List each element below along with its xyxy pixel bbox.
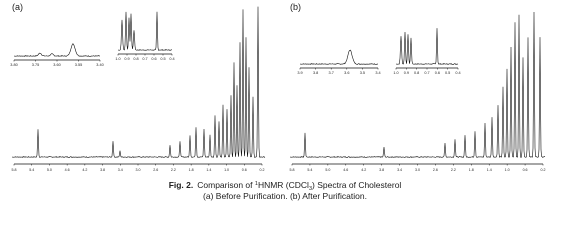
tick-label: 0.2 xyxy=(541,168,546,172)
caption-text: Comparison of xyxy=(197,180,255,190)
tick-label: 1.4 xyxy=(487,168,492,172)
caption-text: ) Spectra of Cholesterol xyxy=(312,180,401,190)
tick-label: 3.0 xyxy=(415,168,420,172)
tick-label: 1.4 xyxy=(206,168,211,172)
tick-label: 3.9 xyxy=(297,71,302,75)
caption-sup: 1 xyxy=(255,181,258,187)
tick-label: 0.5 xyxy=(445,71,450,75)
tick-label: 5.0 xyxy=(47,168,52,172)
tick-label: 5.8 xyxy=(12,168,17,172)
tick-label: 3.40 xyxy=(96,63,103,67)
tick-label: 0.6 xyxy=(151,57,156,61)
tick-label: 3.5 xyxy=(360,71,365,75)
tick-label: 0.6 xyxy=(523,168,528,172)
tick-label: 1.0 xyxy=(224,168,229,172)
tick-label: 3.8 xyxy=(100,168,105,172)
inset-spectrum xyxy=(300,49,379,65)
inset-spectrum xyxy=(118,11,173,51)
caption-line: (a) Before Purification. (b) After Purif… xyxy=(203,191,367,201)
tick-label: 3.75 xyxy=(32,63,39,67)
tick-label: 1.0 xyxy=(505,168,510,172)
caption-text: HNMR (CDCl xyxy=(258,180,309,190)
tick-label: 0.4 xyxy=(455,71,460,75)
tick-label: 2.6 xyxy=(433,168,438,172)
tick-label: 0.5 xyxy=(160,57,165,61)
caption-fig: Fig. 2. xyxy=(169,180,194,190)
panel-label: (a) xyxy=(12,2,23,12)
figure: (a) (b) Fig. 2. Comparison of 1HNMR (CDCl… xyxy=(10,2,546,201)
tick-label: 2.6 xyxy=(153,168,158,172)
caption-sub: 3 xyxy=(309,186,312,192)
tick-label: 1.0 xyxy=(393,71,398,75)
tick-label: 3.55 xyxy=(75,63,82,67)
tick-label: 3.60 xyxy=(53,63,60,67)
tick-label: 5.4 xyxy=(29,168,34,172)
tick-label: 5.0 xyxy=(325,168,330,172)
tick-label: 0.6 xyxy=(435,71,440,75)
tick-label: 3.4 xyxy=(375,71,380,75)
inset-spectrum xyxy=(396,28,459,65)
tick-label: 0.7 xyxy=(142,57,147,61)
panel-label: (b) xyxy=(290,2,301,12)
tick-label: 0.4 xyxy=(169,57,174,61)
tick-label: 3.0 xyxy=(136,168,141,172)
tick-label: 2.2 xyxy=(451,168,456,172)
tick-label: 3.4 xyxy=(397,168,402,172)
tick-label: 0.9 xyxy=(124,57,129,61)
tick-label: 4.6 xyxy=(65,168,70,172)
tick-label: 0.2 xyxy=(260,168,265,172)
tick-label: 0.7 xyxy=(424,71,429,75)
tick-label: 3.7 xyxy=(329,71,334,75)
tick-label: 1.8 xyxy=(189,168,194,172)
tick-label: 1.0 xyxy=(115,57,120,61)
tick-label: 3.4 xyxy=(118,168,123,172)
inset-spectrum xyxy=(14,43,101,57)
tick-label: 4.2 xyxy=(361,168,366,172)
tick-label: 3.6 xyxy=(344,71,349,75)
tick-label: 4.6 xyxy=(343,168,348,172)
tick-label: 3.80 xyxy=(10,63,17,67)
tick-label: 1.8 xyxy=(469,168,474,172)
tick-label: 0.8 xyxy=(414,71,419,75)
tick-label: 3.8 xyxy=(379,168,384,172)
tick-label: 5.4 xyxy=(307,168,312,172)
spectrum xyxy=(290,11,546,158)
tick-label: 2.2 xyxy=(171,168,176,172)
tick-label: 3.8 xyxy=(313,71,318,75)
tick-label: 5.8 xyxy=(290,168,295,172)
spectrum xyxy=(12,6,266,158)
tick-label: 0.9 xyxy=(404,71,409,75)
tick-label: 0.6 xyxy=(242,168,247,172)
tick-label: 0.8 xyxy=(133,57,138,61)
caption-line: Fig. 2. Comparison of 1HNMR (CDCl3) Spect… xyxy=(169,180,402,192)
tick-label: 4.2 xyxy=(82,168,87,172)
